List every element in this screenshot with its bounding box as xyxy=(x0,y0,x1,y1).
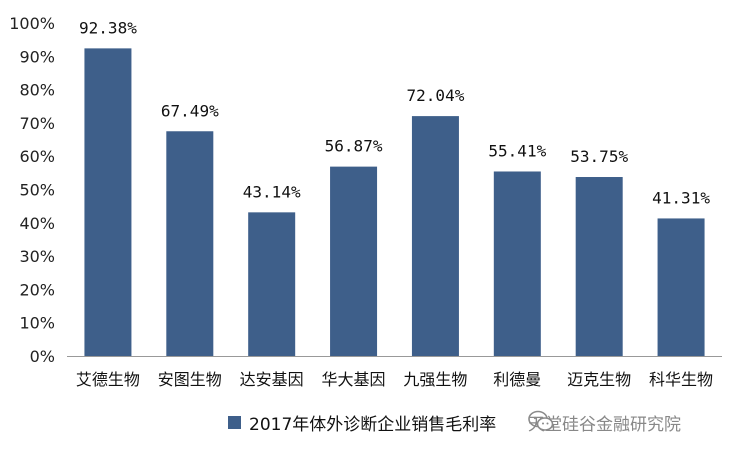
data-label: 72.04% xyxy=(407,86,465,105)
bar xyxy=(493,171,541,356)
bar xyxy=(411,116,459,356)
legend-label: 2017年体外诊断企业销售毛利率 xyxy=(249,415,497,435)
y-axis: 0% 10% 20% 30% 40% 50% 60% 70% 80% 90% 100% xyxy=(9,14,55,366)
legend: 2017年体外诊断企业销售毛利率 xyxy=(228,410,496,435)
bar-series xyxy=(84,48,705,356)
category-label: 安图生物 xyxy=(158,370,222,389)
data-label: 92.38% xyxy=(79,18,137,37)
data-label: 43.14% xyxy=(243,182,301,201)
data-label: 41.31% xyxy=(652,188,710,207)
bar xyxy=(248,212,296,356)
y-tick-label: 100% xyxy=(9,14,55,33)
x-axis: 艾德生物 安图生物 达安基因 华大基因 九强生物 利德曼 迈克生物 科华生物 xyxy=(76,370,713,389)
y-tick-label: 0% xyxy=(30,347,55,366)
y-tick-label: 60% xyxy=(19,147,55,166)
data-label: 55.41% xyxy=(488,141,546,160)
category-label: 科华生物 xyxy=(649,370,713,389)
legend-swatch xyxy=(228,416,241,429)
data-label: 53.75% xyxy=(570,147,628,166)
category-label: 华大基因 xyxy=(322,370,386,389)
bar xyxy=(575,177,623,356)
watermark-text: 天堂硅谷金融研究院 xyxy=(528,415,681,435)
bar xyxy=(330,166,378,356)
category-label: 艾德生物 xyxy=(76,370,140,389)
y-tick-label: 30% xyxy=(19,247,55,266)
wechat-icon xyxy=(528,410,554,431)
watermark: 天堂硅谷金融研究院 xyxy=(528,410,681,435)
y-tick-label: 20% xyxy=(19,280,55,299)
y-tick-label: 80% xyxy=(19,81,55,100)
y-tick-label: 50% xyxy=(19,181,55,200)
category-label: 达安基因 xyxy=(240,370,304,389)
category-label: 迈克生物 xyxy=(567,370,631,389)
y-tick-label: 90% xyxy=(19,47,55,66)
y-tick-label: 10% xyxy=(19,314,55,333)
data-labels: 92.38% 67.49% 43.14% 56.87% 72.04% 55.41% 53.7… xyxy=(79,18,710,207)
category-label: 九强生物 xyxy=(403,370,467,389)
bar xyxy=(166,131,214,356)
bar xyxy=(84,48,132,356)
category-label: 利德曼 xyxy=(493,370,541,389)
data-label: 67.49% xyxy=(161,101,219,120)
y-tick-label: 40% xyxy=(19,214,55,233)
data-label: 56.87% xyxy=(325,137,383,156)
y-tick-label: 70% xyxy=(19,114,55,133)
bar xyxy=(657,218,705,356)
